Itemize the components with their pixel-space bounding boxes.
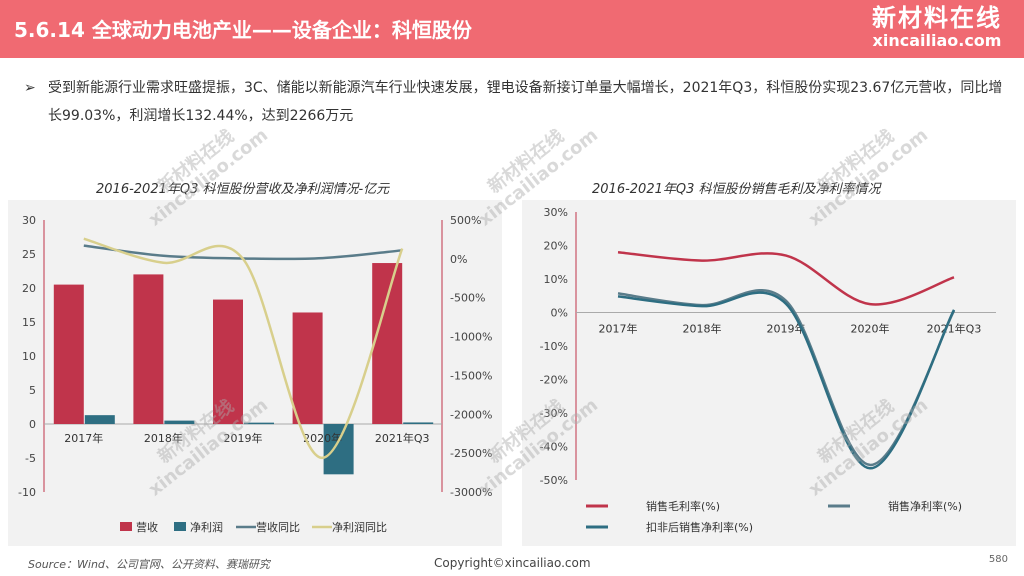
bar-net-profit (323, 424, 354, 475)
y-tick-label: 25 (22, 248, 36, 261)
bar-revenue (372, 263, 403, 424)
x-tick-label: 2019年 (224, 431, 263, 445)
chart1-panel: 30 25 20 15 10 5 0 -5 -10 500% 0% -500% -1000% -1500%… (8, 200, 502, 546)
y-tick-label: -10% (540, 340, 568, 353)
y-tick-label: 20 (22, 282, 36, 295)
y2-tick-label: -1500% (450, 369, 492, 382)
y-tick-label: 0% (551, 307, 568, 320)
y-tick-label: -10 (18, 486, 36, 499)
brand-name-cn: 新材料在线 (872, 4, 1002, 32)
bar-net-profit (244, 422, 274, 425)
bar-revenue (53, 284, 84, 424)
legend-label: 销售毛利率(%) (646, 499, 720, 513)
x-tick-label: 2018年 (683, 322, 722, 336)
page-title: 5.6.14 全球动力电池产业——设备企业：科恒股份 (14, 18, 472, 42)
x-tick-label: 2017年 (64, 431, 103, 445)
y-tick-label: 0 (29, 418, 36, 431)
bullet-arrow-icon: ➢ (24, 80, 36, 96)
y-tick-label: -20% (540, 374, 568, 387)
chart2-title: 2016-2021年Q3 科恒股份销售毛利及净利率情况 (592, 182, 881, 197)
margin-chart: 30% 20% 10% 0% -10% -20% -30% -40% -50% 2017年 2018… (540, 206, 996, 534)
y2-tick-label: -500% (450, 292, 485, 305)
y-tick-label: -40% (540, 441, 568, 454)
x-tick-label: 2020年 (303, 431, 342, 445)
y-tick-label: -30% (540, 407, 568, 420)
y-tick-label: -5 (25, 452, 36, 465)
legend-swatch (174, 522, 186, 531)
bar-revenue (133, 274, 164, 424)
y-tick-label: 20% (544, 240, 568, 253)
line-profit-yoy (83, 237, 404, 460)
copyright-note: Copyright©xincailiao.com (434, 556, 591, 570)
y-tick-label: 15 (22, 316, 36, 329)
bar-revenue (292, 312, 323, 424)
legend-label: 营收同比 (256, 520, 300, 534)
y2-tick-label: 500% (450, 214, 481, 227)
y2-tick-label: -2000% (450, 408, 492, 421)
bar-net-profit (84, 415, 115, 424)
page-number: 580 (988, 554, 1008, 565)
y-tick-label: 30% (544, 206, 568, 219)
brand-name-en: xincailiao.com (872, 31, 1002, 50)
line-adj-net-margin (617, 291, 956, 470)
header-bar: 5.6.14 全球动力电池产业——设备企业：科恒股份 新材料在线 xincail… (0, 0, 1024, 58)
x-tick-label: 2018年 (144, 431, 183, 445)
bar-net-profit (164, 420, 195, 424)
legend-label: 扣非后销售净利率(%) (646, 520, 753, 534)
brand-logo: 新材料在线 xincailiao.com (872, 4, 1002, 50)
legend-label: 销售净利率(%) (888, 499, 962, 513)
y2-tick-label: 0% (450, 253, 467, 266)
chart1-title: 2016-2021年Q3 科恒股份营收及净利润情况-亿元 (96, 182, 390, 197)
y2-tick-label: -1000% (450, 331, 492, 344)
summary-bullet: ➢ 受到新能源行业需求旺盛提振，3C、储能以新能源汽车行业快速发展，锂电设备新接… (24, 74, 1004, 130)
y2-tick-label: -2500% (450, 447, 492, 460)
line-gross-margin (617, 250, 955, 306)
x-tick-label: 2019年 (767, 322, 806, 336)
bar-revenue (213, 299, 243, 424)
y-tick-label: -50% (540, 474, 568, 487)
legend-label: 营收 (136, 520, 158, 534)
legend-label: 净利润同比 (332, 520, 387, 534)
y-tick-label: 5 (29, 384, 36, 397)
source-note: Source：Wind、公司官网、公开资料、赛瑞研究 (28, 558, 270, 571)
x-tick-label: 2017年 (599, 322, 638, 336)
chart2-panel: 30% 20% 10% 0% -10% -20% -30% -40% -50% 2017年 2018… (522, 200, 1016, 546)
legend-label: 净利润 (190, 520, 223, 534)
y-tick-label: 10% (544, 273, 568, 286)
legend-swatch (120, 522, 132, 531)
y-tick-label: 30 (22, 214, 36, 227)
x-tick-label: 2020年 (851, 322, 890, 336)
revenue-profit-chart: 30 25 20 15 10 5 0 -5 -10 500% 0% -500% -1000% -1500%… (18, 214, 492, 534)
x-tick-label: 2021年Q3 (375, 431, 430, 445)
y2-tick-label: -3000% (450, 486, 492, 499)
y-tick-label: 10 (22, 350, 36, 363)
bar-net-profit (403, 422, 434, 424)
line-net-margin (617, 288, 956, 467)
x-tick-label: 2021年Q3 (927, 322, 982, 336)
summary-text: 受到新能源行业需求旺盛提振，3C、储能以新能源汽车行业快速发展，锂电设备新接订单… (48, 80, 1003, 124)
